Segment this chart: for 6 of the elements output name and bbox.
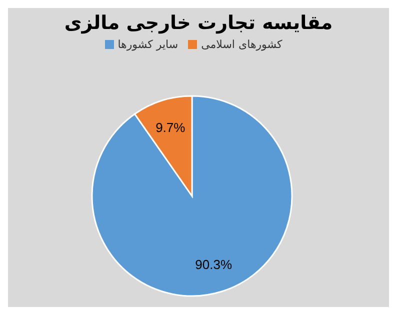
pie-slice [91,95,293,297]
legend-label: سایر کشورها [118,38,178,51]
data-label: 9.7% [156,120,186,135]
chart-title: مقایسه تجارت خارجی مالزی [63,12,334,34]
legend-label: کشورهای اسلامی [201,38,282,51]
data-label: 90.3% [195,257,232,272]
